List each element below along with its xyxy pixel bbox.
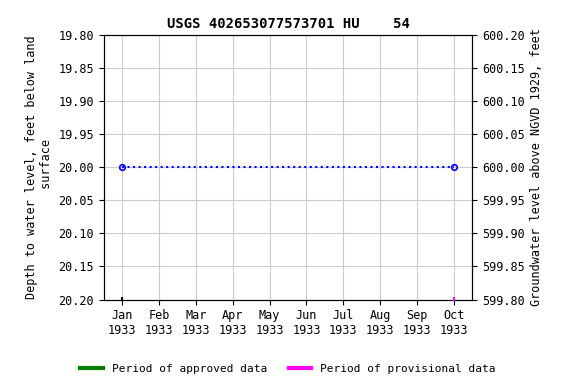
Y-axis label: Groundwater level above NGVD 1929, feet: Groundwater level above NGVD 1929, feet: [530, 28, 543, 306]
Legend: Period of approved data, Period of provisional data: Period of approved data, Period of provi…: [76, 359, 500, 379]
Title: USGS 402653077573701 HU    54: USGS 402653077573701 HU 54: [166, 17, 410, 31]
Y-axis label: Depth to water level, feet below land
 surface: Depth to water level, feet below land su…: [25, 35, 53, 299]
